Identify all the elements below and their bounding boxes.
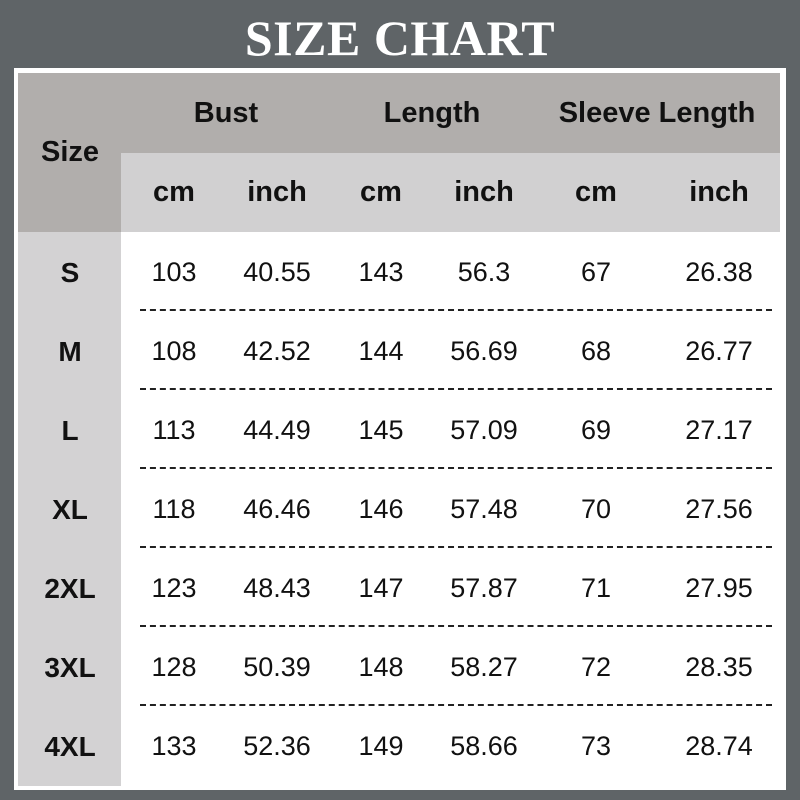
table-cell: 46.46 [243,494,311,524]
size-label: 2XL [44,573,96,604]
group-header-length: Length [383,97,481,129]
table-cell: 72 [580,652,612,682]
table-cell: 57.09 [450,415,518,445]
table-cell: 144 [358,336,404,366]
table-cell: 27.17 [685,415,753,445]
row-divider [140,467,772,469]
table-cell: 58.66 [450,731,518,761]
table-cell: 68 [580,336,612,366]
row-divider [140,388,772,390]
table-cell: 28.35 [685,652,753,682]
table-cell: 145 [358,415,404,445]
table-cell: 58.27 [450,652,518,682]
table-cell: 26.38 [685,257,753,287]
size-label: M [58,336,82,367]
table-cell: 113 [152,415,196,445]
table-cell: 56.3 [457,257,511,287]
unit-header: inch [454,176,514,208]
table-cell: 52.36 [243,731,311,761]
size-header-cell [18,73,121,232]
table-cell: 146 [358,494,404,524]
table-cell: 28.74 [685,731,753,761]
unit-header: inch [689,176,749,208]
row-divider [140,625,772,627]
unit-header: cm [153,176,195,208]
table-cell: 103 [151,257,197,287]
row-divider [140,704,772,706]
size-label: 3XL [44,652,96,683]
table-cell: 133 [151,731,197,761]
table-cell: 118 [152,494,196,524]
table-cell: 70 [580,494,612,524]
table-cell: 147 [358,573,404,603]
unit-header: inch [247,176,307,208]
table-cell: 143 [358,257,404,287]
row-divider [140,546,772,548]
table-cell: 50.39 [243,652,311,682]
table-cell: 27.56 [685,494,753,524]
size-label: S [60,257,80,288]
unit-header: cm [360,176,402,208]
group-header-sleeve-length: Sleeve Length [558,97,756,129]
table-cell: 69 [580,415,612,445]
table-cell: 128 [151,652,197,682]
table-cell: 108 [151,336,197,366]
size-label: XL [52,494,88,525]
table-cell: 44.49 [243,415,311,445]
group-header-row [18,73,780,153]
table-cell: 40.55 [243,257,311,287]
size-header: Size [40,136,100,168]
table-cell: 56.69 [450,336,518,366]
table-cell: 27.95 [685,573,753,603]
table-cell: 148 [358,652,404,682]
group-header-bust: Bust [193,97,259,129]
size-column [18,232,121,786]
table-cell: 71 [580,573,612,603]
table-cell: 57.87 [450,573,518,603]
unit-header-row [121,153,780,232]
table-cell: 48.43 [243,573,311,603]
table-cell: 67 [580,257,612,287]
table-cell: 42.52 [243,336,311,366]
unit-header: cm [575,176,617,208]
page-title: SIZE CHART [244,10,556,66]
table-cell: 26.77 [685,336,753,366]
table-cell: 73 [580,731,612,761]
size-label: L [61,415,79,446]
table-cell: 149 [358,731,404,761]
row-divider [140,309,772,311]
table-cell: 57.48 [450,494,518,524]
table-cell: 123 [151,573,197,603]
size-label: 4XL [44,731,96,762]
